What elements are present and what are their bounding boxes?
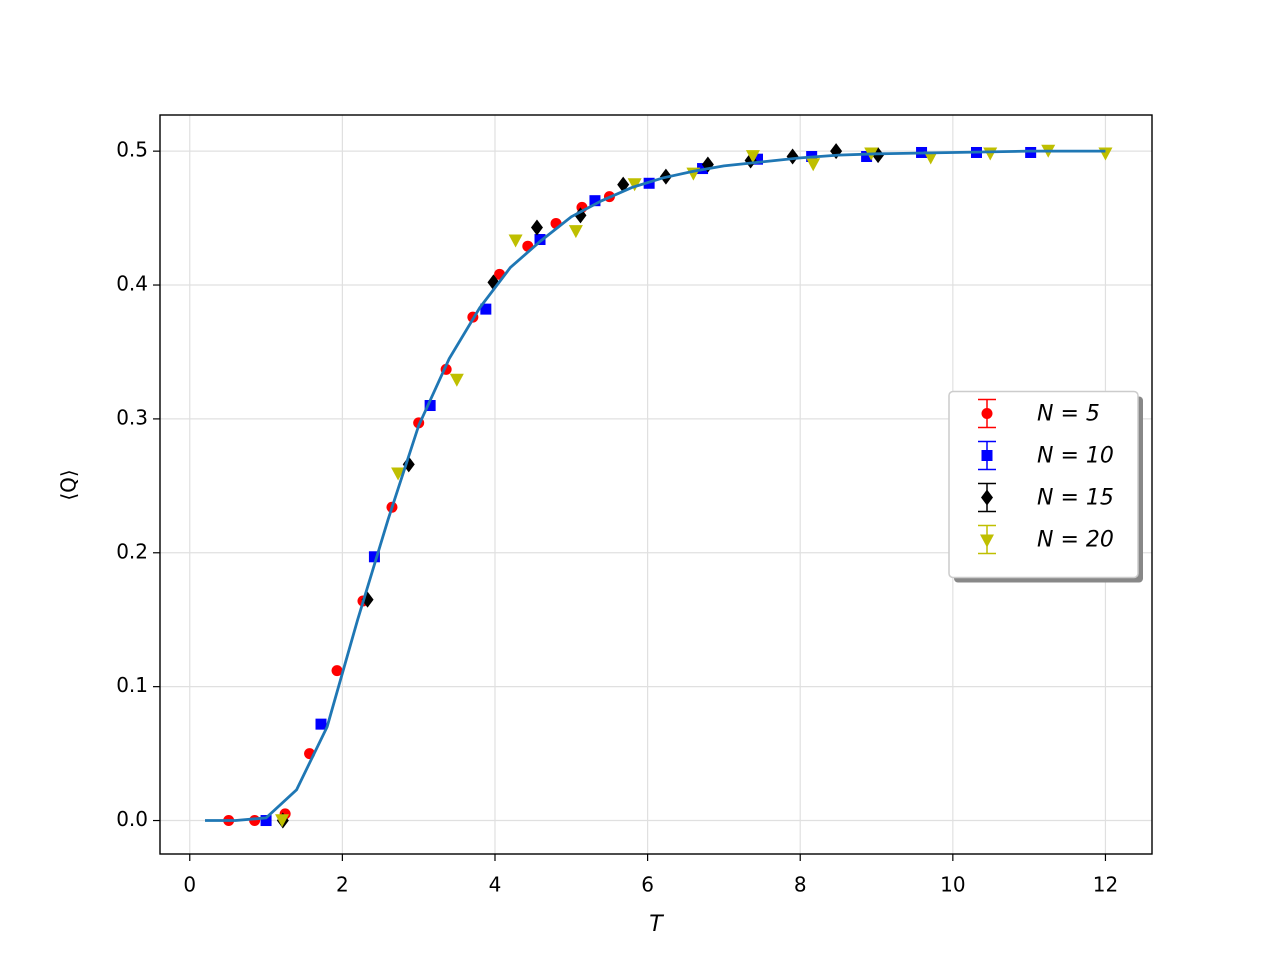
y-tick-label: 0.0 (116, 807, 148, 831)
marker (786, 148, 799, 165)
marker (315, 718, 327, 730)
x-tick-label: 0 (183, 873, 196, 897)
marker (923, 151, 938, 165)
legend-label: N = 15 (1037, 486, 1114, 511)
marker (745, 150, 760, 164)
y-tick-label: 0.4 (116, 272, 148, 296)
marker (260, 815, 272, 827)
x-tick-label: 6 (641, 873, 654, 897)
y-tick-label: 0.3 (116, 405, 148, 429)
marker (275, 814, 290, 828)
x-tick-label: 4 (489, 873, 502, 897)
marker (530, 219, 543, 236)
marker (589, 195, 601, 207)
y-tick-label: 0.2 (116, 539, 148, 563)
legend-marker (980, 534, 994, 548)
marker (751, 153, 763, 165)
y-tick-label: 0.1 (116, 673, 148, 697)
x-axis-label: T (649, 912, 664, 937)
legend-label: N = 20 (1037, 528, 1114, 553)
marker (480, 303, 492, 315)
marker (568, 225, 583, 239)
y-tick-label: 0.5 (116, 138, 148, 162)
marker (449, 373, 464, 387)
x-tick-label: 8 (794, 873, 807, 897)
y-axis-label: ⟨Q⟩ (57, 469, 81, 500)
marker (391, 467, 406, 481)
marker (627, 178, 642, 192)
legend-marker (981, 489, 993, 506)
marker (534, 234, 546, 246)
marker (331, 665, 343, 677)
marker (368, 551, 380, 563)
legend-marker (981, 408, 993, 419)
marker (806, 158, 821, 172)
marker (508, 234, 523, 248)
legend-marker (981, 450, 993, 461)
marker (424, 400, 436, 412)
x-tick-label: 10 (940, 873, 965, 897)
x-tick-label: 12 (1093, 873, 1118, 897)
legend-label: N = 5 (1037, 402, 1100, 427)
legend-box (948, 390, 1139, 579)
legend-label: N = 10 (1037, 444, 1114, 469)
plot-frame (159, 114, 1153, 855)
marker (861, 151, 873, 163)
fit-line (205, 149, 1106, 822)
x-tick-label: 2 (336, 873, 349, 897)
